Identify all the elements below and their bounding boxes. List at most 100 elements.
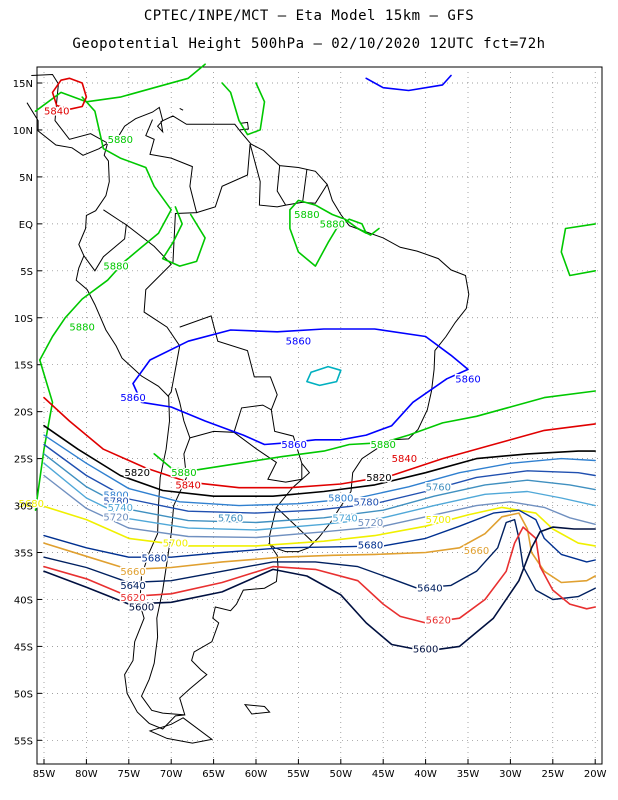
height-contour-line [560,223,597,277]
lat-tick-label: 5N [19,173,33,184]
contour-label: 5680 [142,554,167,565]
lon-tick-label: 75W [117,769,140,780]
contour-label: 5640 [417,584,442,595]
lon-tick-label: 70W [160,769,183,780]
coastline [26,73,470,744]
lon-tick-label: 40W [414,769,437,780]
lon-tick-label: 25W [541,769,564,780]
caribbean-island [179,107,184,111]
falklands-coast [243,703,271,715]
height-contour-line [43,509,596,563]
graticule [37,67,602,764]
country-border [276,165,287,206]
country-border [302,169,308,203]
lat-tick-label: 50S [14,689,33,700]
lat-tick-label: 10S [14,314,33,325]
map-title-line1: CPTEC/INPE/MCT – Eta Model 15km – GFS [143,8,475,24]
height-contour-line [221,82,266,136]
contour-label: 5860 [286,337,311,348]
height-contour-line [34,359,54,512]
contour-label: 5600 [129,602,154,613]
lat-tick-label: EQ [19,220,33,231]
contour-label: 5780 [103,496,128,507]
country-border [145,119,198,264]
lat-tick-label: 15S [14,361,33,372]
contour-labels: 5840588058805880588058805860586058605860… [17,105,491,657]
country-border [233,409,303,483]
map-title-line2: Geopotential Height 500hPa – 02/10/2020 … [72,36,546,52]
height-contour-line [51,77,88,111]
height-contour-line [43,443,596,514]
contour-label: 5880 [171,468,196,479]
height-contours [34,63,597,652]
height-contour-line [34,63,206,112]
contour-label: 5720 [103,512,128,523]
central-america-coast [26,73,109,156]
lon-tick-label: 35W [457,769,480,780]
contour-label: 5860 [120,393,145,404]
lon-tick-label: 65W [202,769,225,780]
lon-tick-label: 45W [372,769,395,780]
height-contour-line [365,74,452,92]
latitude-labels: 15N 10N 5N EQ 5S 10S 15S 20S 25S 30S 35S 40S 45S 50S 5… [13,79,33,747]
height-contour-line [356,227,380,236]
contour-label: 5700 [163,539,188,550]
contour-label: 5820 [125,468,150,479]
country-border [125,224,181,397]
height-contour-line [43,474,596,539]
contour-label: 5720 [358,518,383,529]
country-border [174,315,278,439]
contour-label: 5880 [294,210,319,221]
lon-tick-label: 60W [245,769,268,780]
country-border [83,209,127,272]
contour-label: 5800 [328,494,353,505]
contour-label: 5620 [120,593,145,604]
height-contour-line [306,365,342,387]
lat-tick-label: 35S [14,549,33,560]
lat-tick-label: 15N [13,79,33,90]
map-frame [36,66,603,765]
contour-label: 5880 [320,219,345,230]
contour-label: 5860 [455,374,480,385]
country-border [140,437,191,716]
contour-label: 5880 [370,440,395,451]
contour-label: 5860 [281,440,306,451]
lon-tick-label: 50W [329,769,352,780]
lat-tick-label: 30S [14,502,33,513]
contour-label: 5700 [426,515,451,526]
height-contour-line [43,396,597,489]
lon-tick-label: 20W [584,769,607,780]
contour-label: 5660 [464,546,489,557]
contour-label: 5660 [120,567,145,578]
contour-label: 5800 [103,491,128,502]
lat-tick-label: 55S [14,736,33,747]
height-contour-line [43,462,596,531]
contour-label: 5760 [218,513,243,524]
lat-tick-label: 20S [14,408,33,419]
lat-tick-label: 10N [13,126,33,137]
height-contour-line [289,199,368,267]
height-contour-line [43,424,597,498]
contour-label: 5620 [426,616,451,627]
height-contour-line [34,502,597,547]
height-contour-line [43,518,596,601]
height-contour-line [153,390,597,471]
height-contour-line [161,206,206,267]
contour-label: 5740 [332,513,357,524]
height-contour-line [38,96,172,361]
country-border [249,143,328,208]
contour-label: 5840 [392,454,417,465]
contour-label: 5840 [175,480,200,491]
lon-tick-label: 55W [287,769,310,780]
contour-label: 5680 [19,499,44,510]
longitude-labels: 85W 80W 75W 70W 65W 60W 55W 50W 45W 40W 35W 30W 25W 2… [33,769,607,780]
lon-tick-label: 80W [75,769,98,780]
contour-label: 5600 [413,645,438,656]
lat-tick-label: 25S [14,455,33,466]
contour-label: 5880 [103,262,128,273]
tierra-del-fuego-coast [148,717,214,744]
contour-label: 5640 [120,581,145,592]
height-contour-line [43,512,597,584]
country-border [269,507,277,544]
